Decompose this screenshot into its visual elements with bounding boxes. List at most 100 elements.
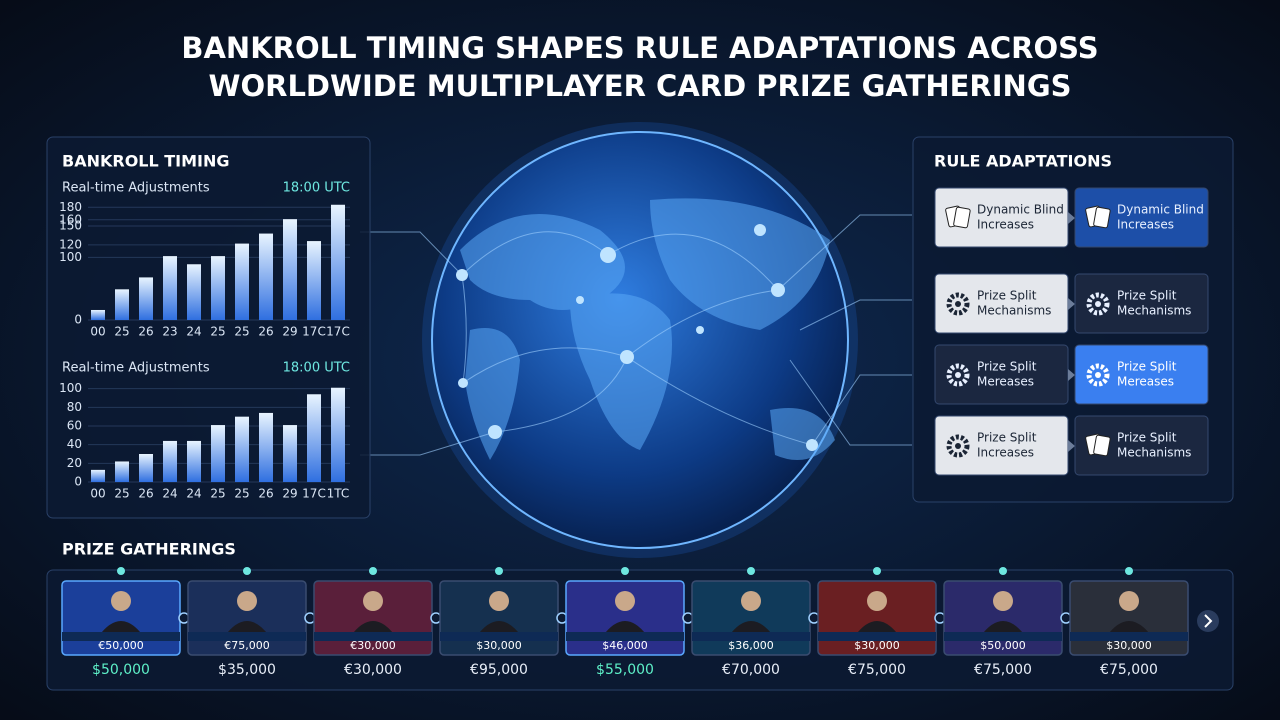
- timeline-dot: [117, 567, 125, 575]
- bar: [307, 241, 321, 320]
- y-tick-label: 180: [59, 200, 82, 214]
- y-tick-label: 0: [74, 475, 82, 489]
- rule-label: Prize Split: [977, 289, 1037, 303]
- bar: [283, 219, 297, 320]
- stream-badge: $30,000: [854, 639, 900, 652]
- table-edge: [188, 632, 306, 641]
- stream-badge: $50,000: [980, 639, 1026, 652]
- prize-amount: €70,000: [722, 662, 780, 678]
- table-edge: [692, 632, 810, 641]
- x-tick-label: 1TC: [327, 487, 350, 501]
- gear-icon: [1086, 292, 1110, 316]
- x-tick-label: 29: [282, 487, 297, 501]
- rule-label: Mereases: [1117, 375, 1174, 389]
- gear-icon: [946, 434, 970, 458]
- rule-card: [1074, 187, 1209, 248]
- rule-label: Prize Split: [1117, 360, 1177, 374]
- rule-label: Increases: [977, 218, 1034, 232]
- x-tick-label: 25: [114, 487, 129, 501]
- gear-icon: [955, 443, 961, 449]
- x-tick-label: 17C: [326, 325, 350, 339]
- prize-amount: $55,000: [596, 662, 654, 678]
- stream-badge: €50,000: [98, 639, 144, 652]
- continents: [460, 198, 835, 461]
- bar: [235, 243, 249, 320]
- timeline-dot: [999, 567, 1007, 575]
- rule-label: Mechanisms: [1117, 304, 1191, 318]
- stream-badge: €30,000: [350, 639, 396, 652]
- table-edge: [566, 632, 684, 641]
- x-tick-label: 25: [234, 325, 249, 339]
- stream-badge: $30,000: [1106, 639, 1152, 652]
- bar: [259, 233, 273, 320]
- chart-title: Real-time Adjustments: [62, 361, 210, 376]
- bar: [211, 256, 225, 320]
- rule-label: Mechanisms: [1117, 446, 1191, 460]
- prize-amount: $35,000: [218, 662, 276, 678]
- gear-icon: [946, 292, 970, 316]
- table-edge: [818, 632, 936, 641]
- next-button[interactable]: [1197, 610, 1219, 632]
- x-tick-label: 00: [90, 325, 105, 339]
- timeline-dot: [495, 567, 503, 575]
- y-tick-label: 0: [74, 313, 82, 327]
- table-edge: [440, 632, 558, 641]
- timeline-dot: [873, 567, 881, 575]
- chart-title: Real-time Adjustments: [62, 181, 210, 196]
- rule-card: [1074, 415, 1209, 476]
- x-tick-label: 24: [186, 325, 201, 339]
- stream-badge: $46,000: [602, 639, 648, 652]
- rule-label: Prize Split: [1117, 289, 1177, 303]
- x-tick-label: 26: [258, 325, 273, 339]
- stream-badge: $30,000: [476, 639, 522, 652]
- gear-icon: [1095, 301, 1101, 307]
- rule-label: Prize Split: [1117, 431, 1177, 445]
- gear-icon: [1086, 363, 1110, 387]
- player-head: [867, 591, 887, 611]
- arrow: [1068, 298, 1075, 310]
- bar: [115, 289, 129, 320]
- bar: [91, 469, 105, 482]
- y-tick-label: 100: [59, 250, 82, 264]
- card-icon: [1093, 434, 1111, 457]
- annotation: 18:00 UTC: [283, 361, 350, 376]
- arrow: [1068, 212, 1075, 224]
- bar: [187, 440, 201, 482]
- y-tick-label: 150: [59, 219, 82, 233]
- rule-label: Increases: [1117, 218, 1174, 232]
- table-edge: [62, 632, 180, 641]
- rule-label: Prize Split: [977, 431, 1037, 445]
- player-head: [993, 591, 1013, 611]
- bar: [259, 412, 273, 482]
- y-tick-label: 100: [59, 381, 82, 395]
- table-edge: [944, 632, 1062, 641]
- rule-card: [1074, 344, 1209, 405]
- bar: [235, 416, 249, 482]
- network-lines: [360, 214, 912, 456]
- y-tick-label: 80: [67, 400, 82, 414]
- prize-amount: €30,000: [344, 662, 402, 678]
- rule-label: Dynamic Blind: [977, 203, 1064, 217]
- arrow: [1068, 369, 1075, 381]
- arrow: [1068, 440, 1075, 452]
- rule-label: Mereases: [977, 375, 1034, 389]
- stream-badge: €75,000: [224, 639, 270, 652]
- gear-icon: [955, 301, 961, 307]
- table-edge: [314, 632, 432, 641]
- rule-label: Increases: [977, 446, 1034, 460]
- bar: [139, 277, 153, 320]
- stream-badge: $36,000: [728, 639, 774, 652]
- x-tick-label: 25: [234, 487, 249, 501]
- bar: [115, 461, 129, 482]
- bar: [331, 204, 345, 320]
- prize-amount: $50,000: [92, 662, 150, 678]
- gear-icon: [1095, 372, 1101, 378]
- x-tick-label: 25: [114, 325, 129, 339]
- rule-card: [1074, 273, 1209, 334]
- player-head: [111, 591, 131, 611]
- player-head: [489, 591, 509, 611]
- x-tick-label: 17C: [302, 487, 326, 501]
- player-head: [237, 591, 257, 611]
- player-head: [615, 591, 635, 611]
- timeline-dot: [621, 567, 629, 575]
